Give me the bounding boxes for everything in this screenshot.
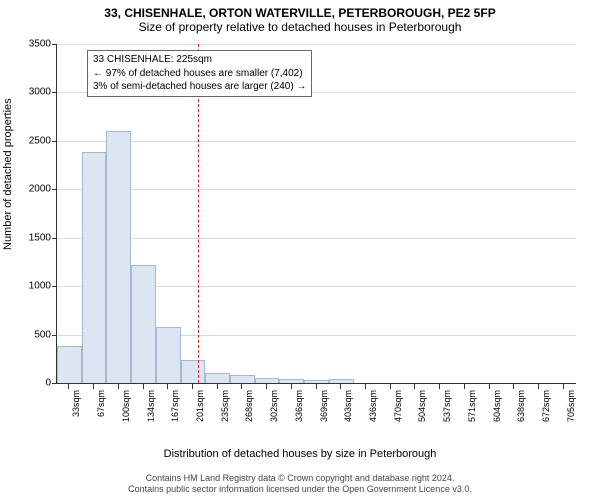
y-tick-mark bbox=[52, 141, 57, 142]
y-tick-mark bbox=[52, 44, 57, 45]
histogram-bar bbox=[230, 375, 255, 383]
histogram-bar bbox=[106, 131, 131, 383]
x-tick-mark bbox=[291, 384, 292, 389]
x-tick-label: 672sqm bbox=[541, 390, 551, 422]
x-tick-mark bbox=[93, 384, 94, 389]
histogram-bar bbox=[255, 378, 280, 383]
plot-area: 0500100015002000250030003500 33 CHISENHA… bbox=[56, 44, 576, 384]
chart-title-subtitle: Size of property relative to detached ho… bbox=[0, 20, 600, 34]
gridline bbox=[57, 44, 576, 45]
x-tick-label: 470sqm bbox=[393, 390, 403, 422]
histogram-bar bbox=[279, 379, 304, 383]
footer-copyright: Contains HM Land Registry data © Crown c… bbox=[0, 473, 600, 485]
x-tick-label: 537sqm bbox=[442, 390, 452, 422]
gridline bbox=[57, 238, 576, 239]
y-tick-mark bbox=[52, 286, 57, 287]
histogram-bar bbox=[57, 346, 82, 383]
x-tick-mark bbox=[390, 384, 391, 389]
x-tick-mark bbox=[167, 384, 168, 389]
footer-licence: Contains public sector information licen… bbox=[0, 484, 600, 496]
x-tick-label: 100sqm bbox=[121, 390, 131, 422]
x-tick-label: 604sqm bbox=[492, 390, 502, 422]
x-tick-label: 504sqm bbox=[417, 390, 427, 422]
y-tick-mark bbox=[52, 92, 57, 93]
x-tick-mark bbox=[143, 384, 144, 389]
gridline bbox=[57, 189, 576, 190]
x-tick-mark bbox=[414, 384, 415, 389]
histogram-bar bbox=[156, 327, 181, 383]
histogram-bar bbox=[329, 379, 354, 383]
gridline bbox=[57, 141, 576, 142]
x-tick-label: 201sqm bbox=[195, 390, 205, 422]
x-tick-mark bbox=[538, 384, 539, 389]
x-tick-label: 268sqm bbox=[244, 390, 254, 422]
x-tick-mark bbox=[68, 384, 69, 389]
y-tick-mark bbox=[52, 383, 57, 384]
x-tick-mark bbox=[192, 384, 193, 389]
x-tick-mark bbox=[513, 384, 514, 389]
annotation-line1: 33 CHISENHALE: 225sqm bbox=[93, 53, 306, 67]
annotation-line3: 3% of semi-detached houses are larger (2… bbox=[93, 80, 306, 94]
x-tick-mark bbox=[316, 384, 317, 389]
histogram-bar bbox=[82, 152, 107, 383]
x-tick-label: 436sqm bbox=[368, 390, 378, 422]
histogram-bar bbox=[181, 360, 206, 383]
chart-footer: Contains HM Land Registry data © Crown c… bbox=[0, 470, 600, 500]
histogram-bar bbox=[304, 380, 329, 383]
chart-title-block: 33, CHISENHALE, ORTON WATERVILLE, PETERB… bbox=[0, 0, 600, 34]
x-tick-mark bbox=[563, 384, 564, 389]
chart-title-address: 33, CHISENHALE, ORTON WATERVILLE, PETERB… bbox=[0, 6, 600, 20]
x-tick-mark bbox=[489, 384, 490, 389]
x-tick-label: 705sqm bbox=[566, 390, 576, 422]
y-tick-mark bbox=[52, 238, 57, 239]
x-tick-mark bbox=[241, 384, 242, 389]
x-tick-mark bbox=[464, 384, 465, 389]
annotation-line2: ← 97% of detached houses are smaller (7,… bbox=[93, 67, 306, 81]
y-tick-mark bbox=[52, 189, 57, 190]
y-tick-mark bbox=[52, 335, 57, 336]
histogram-bar bbox=[131, 265, 156, 383]
x-tick-label: 235sqm bbox=[220, 390, 230, 422]
x-tick-mark bbox=[266, 384, 267, 389]
x-tick-label: 33sqm bbox=[71, 390, 81, 417]
x-tick-mark bbox=[365, 384, 366, 389]
y-axis-label: Number of detached properties bbox=[2, 98, 14, 250]
x-tick-mark bbox=[118, 384, 119, 389]
x-tick-label: 403sqm bbox=[343, 390, 353, 422]
annotation-box: 33 CHISENHALE: 225sqm ← 97% of detached … bbox=[87, 50, 312, 97]
x-tick-mark bbox=[439, 384, 440, 389]
chart-area: 0500100015002000250030003500 33 CHISENHA… bbox=[56, 44, 576, 410]
x-tick-label: 302sqm bbox=[269, 390, 279, 422]
x-tick-mark bbox=[340, 384, 341, 389]
x-tick-label: 369sqm bbox=[319, 390, 329, 422]
x-tick-label: 336sqm bbox=[294, 390, 304, 422]
x-tick-label: 67sqm bbox=[96, 390, 106, 417]
x-tick-label: 167sqm bbox=[170, 390, 180, 422]
x-tick-label: 571sqm bbox=[467, 390, 477, 422]
x-axis-label: Distribution of detached houses by size … bbox=[0, 448, 600, 460]
x-tick-label: 638sqm bbox=[516, 390, 526, 422]
x-tick-mark bbox=[217, 384, 218, 389]
x-tick-label: 134sqm bbox=[146, 390, 156, 422]
histogram-bar bbox=[205, 373, 230, 383]
